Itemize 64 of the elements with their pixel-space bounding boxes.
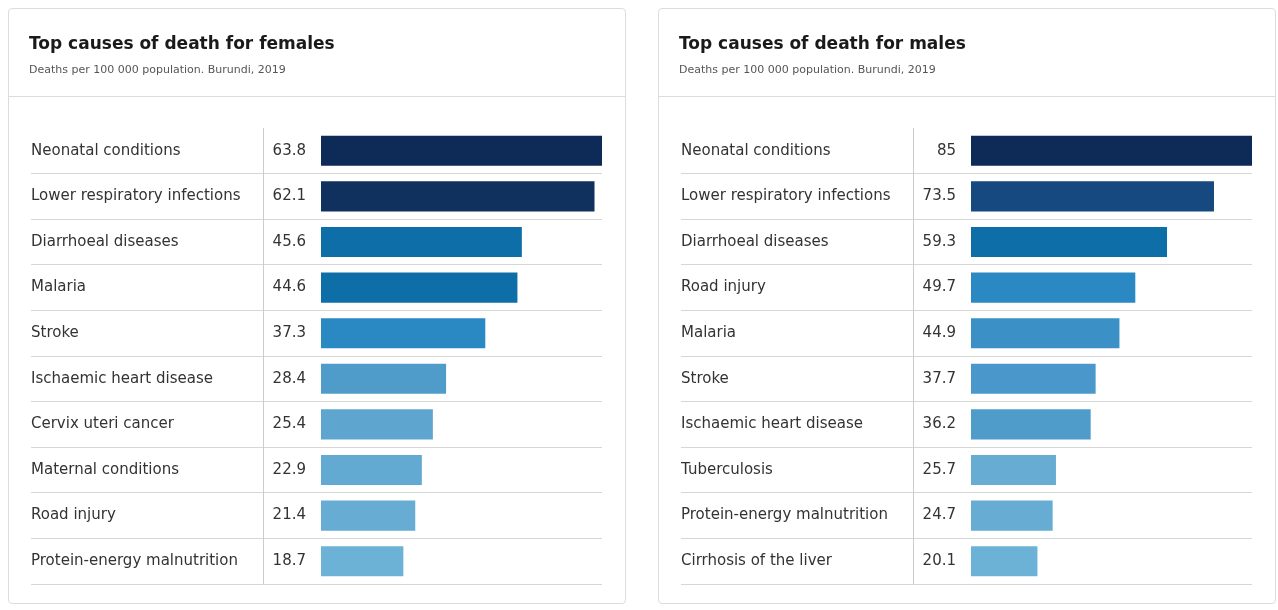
y-tick-label: Ischaemic heart disease [681, 414, 863, 433]
y-tick-label: Lower respiratory infections [681, 186, 891, 205]
data-label: 63.8 [272, 140, 306, 159]
bar [971, 135, 1252, 166]
y-tick-label: Malaria [31, 277, 87, 296]
bar [321, 272, 518, 303]
y-tick-label: Neonatal conditions [31, 140, 181, 159]
bar [971, 546, 1038, 577]
data-label: 85 [936, 140, 956, 159]
y-tick-label: Tuberculosis [680, 459, 774, 478]
data-label: 21.4 [272, 505, 306, 524]
text: Deaths per 100 000 population. Burundi, 2019 [679, 63, 937, 76]
y-tick-label: Cirrhosis of the liver [681, 551, 833, 570]
bar [321, 226, 522, 258]
data-label: 25.4 [272, 414, 306, 433]
bar [321, 181, 595, 212]
y-tick-label: Road injury [681, 277, 766, 296]
data-label: 49.7 [922, 277, 956, 296]
bar [971, 272, 1136, 303]
y-tick-label: Cervix uteri cancer [31, 414, 175, 433]
bar [971, 500, 1053, 531]
y-tick-label: Maternal conditions [31, 459, 180, 478]
data-label: 36.2 [922, 414, 956, 433]
bar [971, 454, 1056, 486]
text: Deaths per 100 000 population. Burundi, 2019 [29, 63, 287, 76]
y-tick-label: Neonatal conditions [681, 140, 831, 159]
data-label: 18.7 [272, 551, 306, 570]
y-tick-label: Stroke [31, 323, 79, 342]
bar [971, 318, 1120, 349]
bar [321, 454, 422, 486]
data-label: 44.9 [922, 323, 956, 342]
data-label: 73.5 [922, 186, 956, 205]
y-tick-label: Lower respiratory infections [31, 186, 241, 205]
bar [971, 226, 1168, 258]
text: Top causes of death for males [679, 33, 967, 53]
y-tick-label: Stroke [681, 368, 729, 387]
data-label: 28.4 [272, 368, 306, 387]
data-label: 62.1 [272, 186, 306, 205]
data-label: 44.6 [272, 277, 306, 296]
y-tick-label: Diarrhoeal diseases [31, 231, 179, 250]
y-tick-label: Road injury [31, 505, 116, 524]
bar [971, 363, 1096, 394]
data-label: 22.9 [272, 459, 306, 478]
text: Top causes of death for females [29, 33, 336, 53]
bar [971, 409, 1091, 440]
data-label: 37.7 [922, 368, 956, 387]
bar [321, 500, 416, 531]
y-tick-label: Malaria [681, 323, 737, 342]
data-label: 20.1 [922, 551, 956, 570]
y-tick-label: Diarrhoeal diseases [681, 231, 829, 250]
bar [321, 135, 602, 166]
y-tick-label: Protein-energy malnutrition [681, 505, 888, 524]
data-label: 25.7 [922, 459, 956, 478]
bar [971, 181, 1214, 212]
data-label: 37.3 [272, 323, 306, 342]
bar [321, 318, 486, 349]
data-label: 24.7 [922, 505, 956, 524]
data-label: 45.6 [272, 231, 306, 250]
y-tick-label: Protein-energy malnutrition [31, 551, 238, 570]
bar [321, 363, 447, 394]
data-label: 59.3 [922, 231, 956, 250]
y-tick-label: Ischaemic heart disease [31, 368, 213, 387]
bar [321, 546, 404, 577]
bar [321, 409, 433, 440]
